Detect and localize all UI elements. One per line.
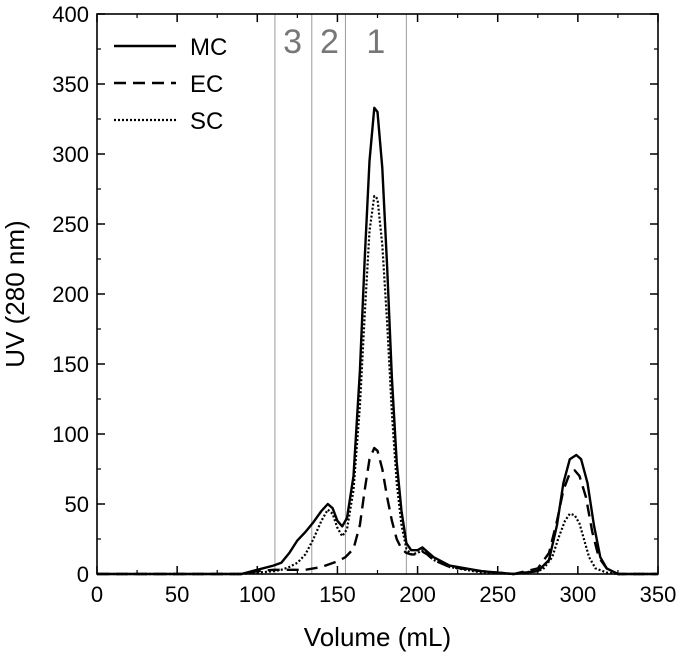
region-label-3: 3: [283, 23, 302, 61]
series-line-ec: [97, 446, 658, 576]
y-tick-label: 350: [52, 72, 89, 97]
x-tick-label: 250: [479, 582, 516, 607]
legend-label-ec: EC: [190, 71, 223, 98]
x-tick-label: 100: [239, 582, 276, 607]
y-tick-label: 0: [77, 562, 89, 587]
legend: MC EC SC: [114, 34, 227, 135]
legend-label-sc: SC: [190, 108, 223, 135]
x-axis: 0 50 100 150 200 250 300 350: [91, 14, 676, 607]
x-tick-label: 300: [559, 582, 596, 607]
y-tick-label: 100: [52, 422, 89, 447]
y-tick-label: 400: [52, 2, 89, 27]
y-axis: 0 50 100 150 200 250 300 350 400: [52, 2, 658, 587]
y-tick-label: 50: [65, 492, 89, 517]
y-tick-label: 300: [52, 142, 89, 167]
plot-frame: [96, 13, 659, 575]
x-tick-label: 50: [165, 582, 189, 607]
y-axis-title: UV (280 nm): [0, 220, 30, 367]
y-tick-label: 250: [52, 212, 89, 237]
region-label-2: 2: [320, 23, 339, 61]
x-tick-label: 350: [640, 582, 677, 607]
region-label-1: 1: [366, 23, 385, 61]
x-tick-label: 200: [399, 582, 436, 607]
series-line-mc: [97, 106, 658, 576]
series-layer: [97, 106, 658, 576]
legend-label-mc: MC: [190, 34, 227, 61]
region-boundary-lines: [274, 14, 407, 574]
x-tick-label: 0: [91, 582, 103, 607]
x-axis-title: Volume (mL): [304, 622, 451, 652]
series-line-sc: [97, 194, 658, 576]
x-tick-label: 150: [319, 582, 356, 607]
y-tick-label: 200: [52, 282, 89, 307]
y-tick-label: 150: [52, 352, 89, 377]
